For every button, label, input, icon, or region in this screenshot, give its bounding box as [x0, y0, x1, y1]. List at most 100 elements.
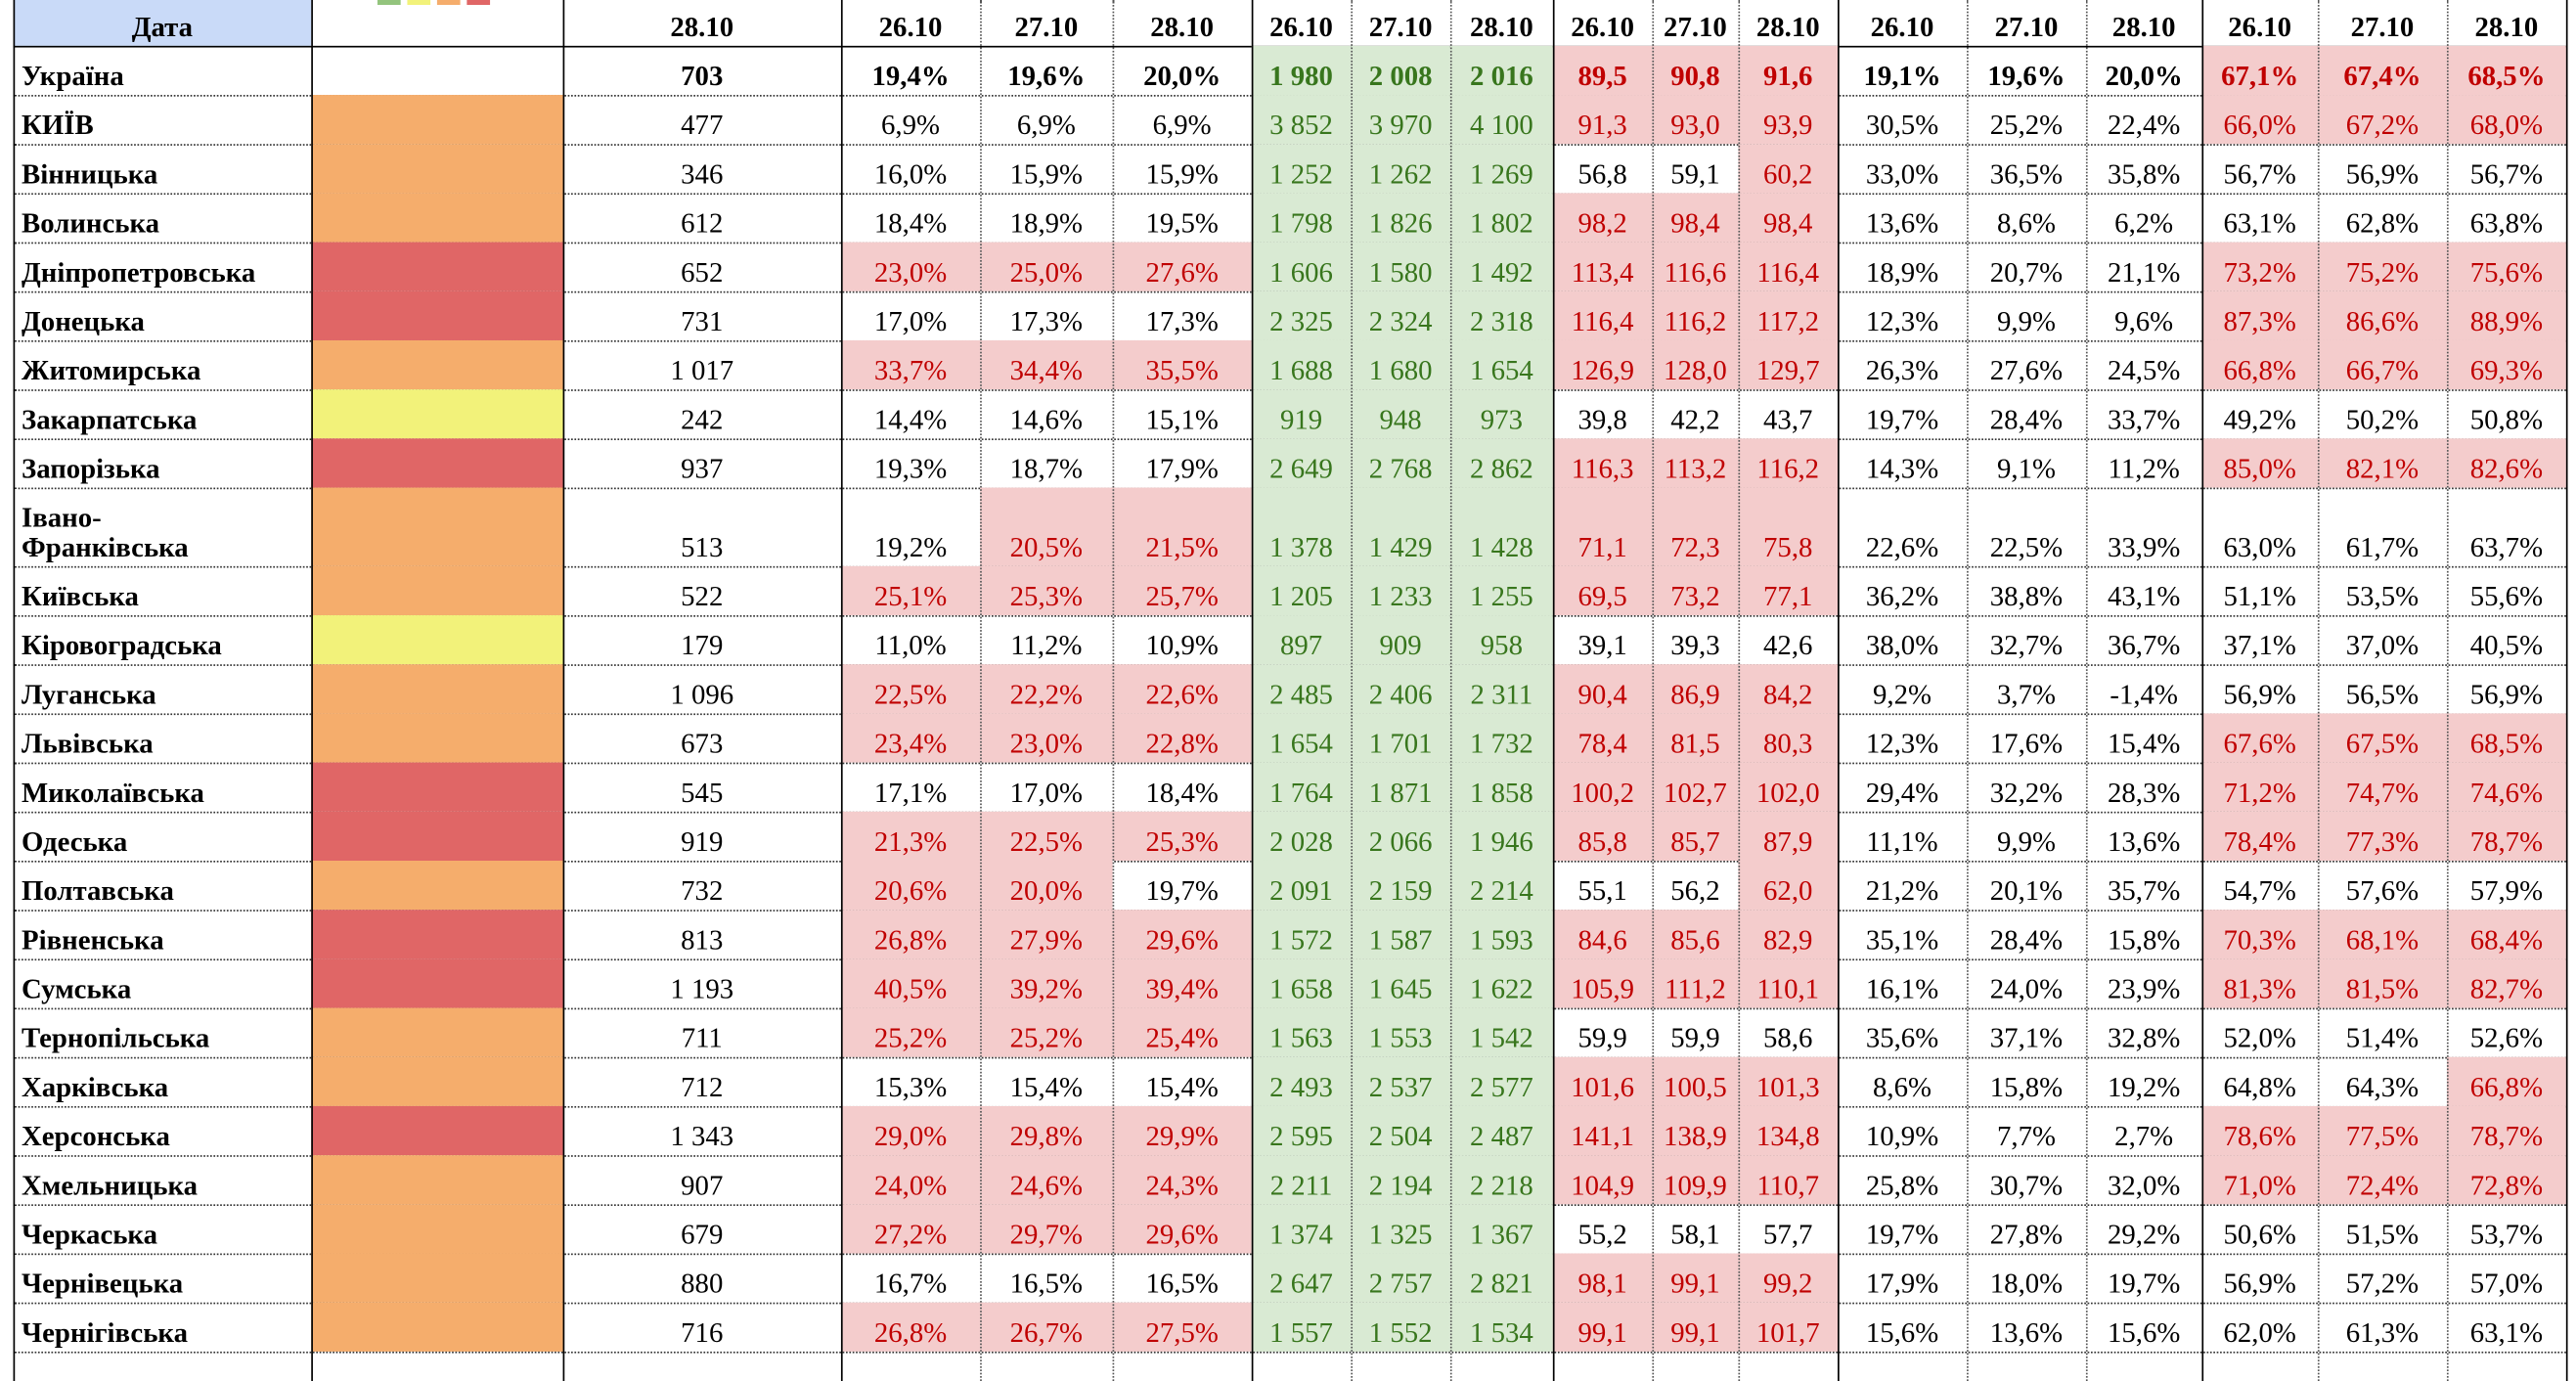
region-name: Чернівецька: [22, 1268, 184, 1300]
value-cell: 26,8%: [840, 910, 981, 959]
value-cell: 70,3%: [2201, 910, 2318, 959]
value-cell: 545: [681, 777, 724, 809]
value-cell: 1 367: [1449, 1204, 1553, 1254]
legend-swatch: [407, 0, 431, 6]
value-cell: 109,9: [1652, 1155, 1739, 1205]
value-cell: 66,8%: [2446, 1056, 2566, 1106]
value-cell: 73,2: [1652, 565, 1739, 616]
value-cell: 16,5%: [1009, 1268, 1084, 1300]
column-line: [1652, 0, 1655, 1381]
value-cell: 59,9: [1577, 1022, 1627, 1054]
value-cell: 60,2: [1738, 144, 1839, 194]
value-cell: 138,9: [1652, 1105, 1739, 1156]
value-cell: 40,5%: [840, 958, 981, 1008]
value-cell: 71,1: [1552, 487, 1653, 566]
value-cell: 8,6%: [1873, 1071, 1932, 1103]
value-cell: 57,0%: [2469, 1268, 2544, 1300]
value-cell: 72,4%: [2317, 1155, 2447, 1205]
value-cell: 18,9%: [1865, 256, 1939, 289]
value-cell: 15,9%: [1009, 158, 1084, 191]
value-cell: 29,8%: [980, 1105, 1113, 1156]
value-cell: 49,2%: [2223, 404, 2296, 436]
header-date: 27.10: [1014, 11, 1079, 43]
value-cell: 4 100: [1449, 95, 1553, 145]
value-cell: 919: [681, 825, 724, 858]
value-cell: 116,6: [1652, 242, 1739, 291]
value-cell: 28,4%: [1989, 404, 2064, 436]
value-cell: 909: [1351, 615, 1450, 665]
value-cell: 9,9%: [1996, 305, 2056, 337]
value-cell: 3,7%: [1996, 679, 2056, 711]
value-cell: 61,7%: [2345, 531, 2420, 563]
value-cell: 54,7%: [2223, 875, 2296, 907]
value-cell: 78,4: [1552, 713, 1653, 763]
value-cell: 23,4%: [840, 713, 981, 763]
region-name: Україна: [22, 60, 124, 92]
value-cell: 30,7%: [1989, 1170, 2064, 1201]
header-date: 28.10: [2111, 11, 2176, 43]
value-cell: 24,3%: [1112, 1155, 1252, 1205]
value-cell: 58,1: [1670, 1219, 1720, 1251]
value-cell: 1 764: [1251, 762, 1352, 812]
header-date: 28.10: [1755, 11, 1820, 43]
value-cell: 25,3%: [1112, 811, 1252, 861]
value-cell: 72,3: [1652, 487, 1739, 566]
value-cell: 2 211: [1251, 1155, 1352, 1205]
row-line: [13, 1351, 2566, 1354]
value-cell: 116,2: [1738, 438, 1839, 488]
value-cell: 1 606: [1251, 242, 1352, 291]
zone-cell: [311, 910, 563, 959]
value-cell: 513: [681, 531, 724, 563]
value-cell: 958: [1449, 615, 1553, 665]
value-cell: 2,7%: [2114, 1121, 2174, 1152]
value-cell: 75,6%: [2446, 242, 2566, 291]
value-cell: 15,3%: [873, 1071, 948, 1103]
value-cell: 2 028: [1251, 811, 1352, 861]
value-cell: 1 871: [1351, 762, 1450, 812]
value-cell: 23,0%: [840, 242, 981, 291]
value-cell: 42,2: [1670, 404, 1720, 436]
value-cell: 21,2%: [1865, 875, 1939, 907]
value-cell: 105,9: [1552, 958, 1653, 1008]
value-cell: 1 593: [1449, 910, 1553, 959]
value-cell: 15,1%: [1145, 404, 1219, 436]
column-line: [980, 0, 982, 1381]
value-cell: 1 325: [1351, 1204, 1450, 1254]
value-cell: 61,3%: [2345, 1316, 2420, 1349]
value-cell: 36,7%: [2107, 630, 2181, 661]
header-date: 26.10: [878, 11, 943, 43]
value-cell: 75,8: [1738, 487, 1839, 566]
value-cell: 11,1%: [1866, 825, 1938, 858]
value-cell: 35,6%: [1865, 1022, 1939, 1054]
value-cell: 25,2%: [980, 1007, 1113, 1057]
value-cell: 23,9%: [2107, 973, 2181, 1005]
value-cell: 78,6%: [2201, 1105, 2318, 1156]
value-cell: 2 159: [1351, 860, 1450, 911]
value-cell: 37,1%: [2223, 630, 2296, 661]
value-cell: 19,3%: [873, 453, 948, 485]
value-cell: 87,9: [1738, 811, 1839, 861]
column-line: [1351, 0, 1354, 1381]
region-name: Київська: [22, 580, 139, 612]
zone-cell: [311, 193, 563, 243]
value-cell: 6,2%: [2114, 207, 2174, 240]
region-name: Львівська: [22, 728, 154, 760]
header-label: Дата: [13, 0, 312, 46]
value-cell: 16,1%: [1865, 973, 1939, 1005]
value-cell: 93,0: [1652, 95, 1739, 145]
value-cell: 25,4%: [1112, 1007, 1252, 1057]
value-cell: 67,1%: [2201, 45, 2318, 96]
value-cell: 15,6%: [2107, 1316, 2181, 1349]
value-cell: 23,0%: [980, 713, 1113, 763]
value-cell: 1 262: [1351, 144, 1450, 194]
value-cell: 36,2%: [1865, 580, 1939, 612]
region-name: Одеська: [22, 825, 128, 858]
zone-cell: [311, 290, 563, 340]
value-cell: 52,6%: [2469, 1022, 2544, 1054]
region-name: Хмельницька: [22, 1170, 199, 1201]
value-cell: 242: [681, 404, 724, 436]
value-cell: 56,9%: [2223, 1268, 2296, 1300]
value-cell: 110,7: [1738, 1155, 1839, 1205]
value-cell: 1 343: [670, 1121, 734, 1152]
value-cell: 27,6%: [1112, 242, 1252, 291]
